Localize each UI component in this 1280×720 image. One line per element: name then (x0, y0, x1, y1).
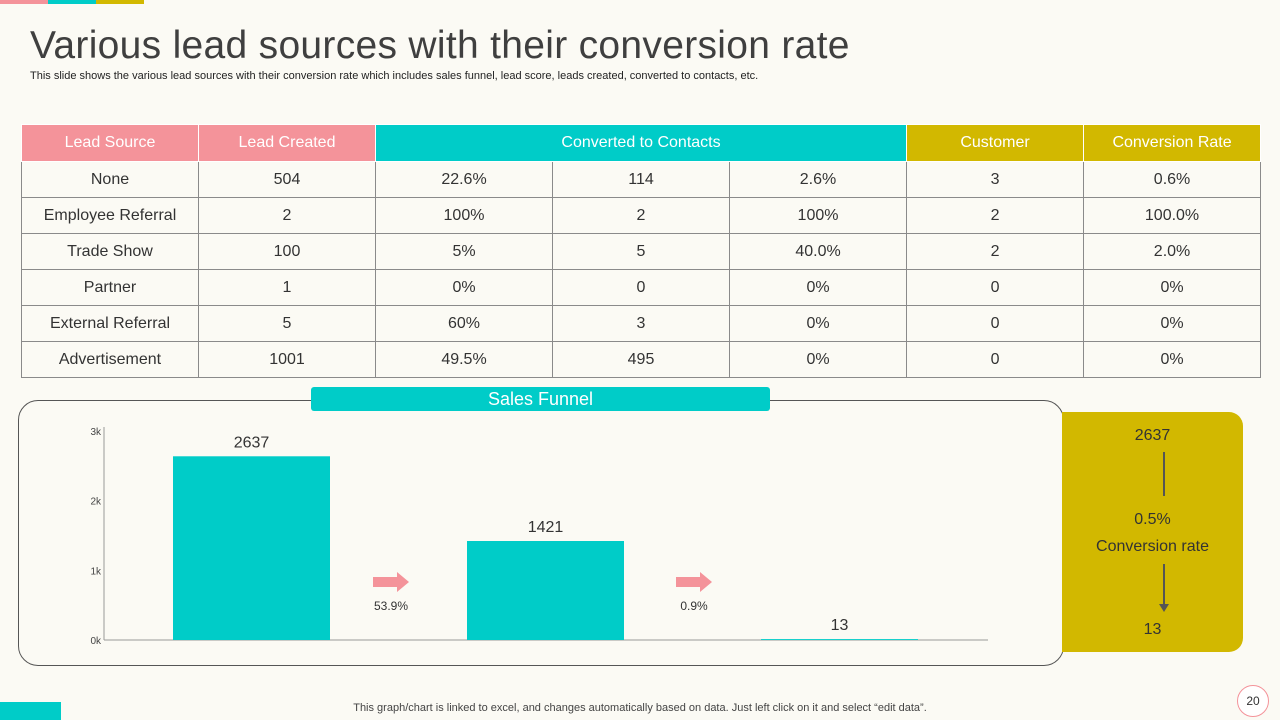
header-converted-to-contacts: Converted to Contacts (374, 124, 908, 162)
table-cell: 0 (906, 305, 1085, 342)
y-tick-label: 1k (90, 566, 102, 577)
table-cell: 5% (375, 233, 553, 270)
step-arrow-icon (676, 572, 712, 592)
summary-down-arrow-icon (1159, 604, 1169, 612)
header-lead-created: Lead Created (198, 124, 376, 162)
header-lead-source: Lead Source (21, 124, 199, 162)
table-row: Trade Show 100 5% 5 40.0% 2 2.0% (21, 233, 1262, 270)
table-cell: Partner (21, 269, 199, 306)
table-row: External Referral 5 60% 3 0% 0 0% (21, 305, 1262, 342)
accent-bar-pink (0, 0, 48, 4)
step-arrow-icon (373, 572, 409, 592)
funnel-bar (467, 541, 624, 640)
step-rate-label: 0.9% (680, 599, 708, 613)
table-cell: 0% (1083, 305, 1262, 342)
table-cell: 0% (728, 305, 908, 342)
slide-title: Various lead sources with their conversi… (30, 24, 850, 67)
table-cell: 0% (375, 269, 553, 306)
table-cell: 2.6% (728, 161, 908, 198)
y-tick-label: 2k (90, 497, 102, 508)
table-cell: 0.6% (1083, 161, 1262, 198)
funnel-bar (173, 456, 330, 640)
table-cell: 60% (375, 305, 553, 342)
summary-top-value: 2637 (1134, 427, 1171, 444)
summary-rate-value: 0.5% (1134, 511, 1171, 528)
corner-accent (0, 702, 61, 720)
sales-funnel-header: Sales Funnel (311, 387, 770, 411)
summary-rate-label: Conversion rate (1096, 538, 1209, 555)
table-cell: External Referral (21, 305, 199, 342)
y-tick-label: 0k (90, 636, 102, 647)
summary-arrow-line (1163, 564, 1165, 606)
y-tick-label: 3k (90, 427, 102, 438)
table-cell: 5 (198, 305, 376, 342)
table-cell: 2 (552, 197, 730, 234)
table-cell: 100% (375, 197, 553, 234)
table-header-row: Lead Source Lead Created Converted to Co… (21, 124, 1262, 162)
summary-connector-line (1163, 452, 1165, 496)
bar-data-label: 1421 (528, 519, 564, 536)
summary-bottom-value: 13 (1143, 621, 1162, 638)
table-cell: None (21, 161, 199, 198)
funnel-bar (761, 639, 918, 640)
table-cell: 2 (906, 233, 1085, 270)
table-cell: 100 (198, 233, 376, 270)
table-cell: 114 (552, 161, 730, 198)
table-cell: 2 (906, 197, 1085, 234)
bar-data-label: 2637 (234, 434, 270, 451)
table-cell: 0% (1083, 269, 1262, 306)
table-cell: 5 (552, 233, 730, 270)
page-number: 20 (1237, 685, 1269, 717)
table-row: Partner 1 0% 0 0% 0 0% (21, 269, 1262, 306)
header-customer: Customer (906, 124, 1085, 162)
table-cell: 2 (198, 197, 376, 234)
table-cell: 0 (552, 269, 730, 306)
table-cell: 49.5% (375, 341, 553, 378)
table-cell: 3 (906, 161, 1085, 198)
table-cell: Employee Referral (21, 197, 199, 234)
table-cell: 1 (198, 269, 376, 306)
table-cell: 0% (728, 269, 908, 306)
header-conversion-rate: Conversion Rate (1083, 124, 1262, 162)
table-body: None 504 22.6% 114 2.6% 3 0.6% Employee Referra… (21, 161, 1262, 378)
slide-subtitle: This slide shows the various lead source… (30, 70, 759, 82)
table-cell: 0 (906, 341, 1085, 378)
table-cell: Trade Show (21, 233, 199, 270)
table-cell: 0 (906, 269, 1085, 306)
accent-bar-olive (96, 0, 144, 4)
top-accent-bars (0, 0, 144, 4)
bar-data-label: 13 (831, 617, 849, 634)
table-row: None 504 22.6% 114 2.6% 3 0.6% (21, 161, 1262, 198)
table-row: Employee Referral 2 100% 2 100% 2 100.0% (21, 197, 1262, 234)
table-cell: 1001 (198, 341, 376, 378)
table-cell: 0% (1083, 341, 1262, 378)
table-cell: 100.0% (1083, 197, 1262, 234)
sales-funnel-chart: 0k 1k 2k 3k 2637 1421 13 53.9% 0.9% (90, 427, 988, 647)
accent-bar-teal (48, 0, 96, 4)
table-cell: 100% (728, 197, 908, 234)
footer-note: This graph/chart is linked to excel, and… (353, 702, 927, 714)
table-cell: 22.6% (375, 161, 553, 198)
table-cell: 0% (728, 341, 908, 378)
table-cell: 40.0% (728, 233, 908, 270)
step-rate-label: 53.9% (374, 599, 408, 613)
conversion-summary-box: 2637 0.5% Conversion rate 13 (1062, 412, 1243, 652)
table-cell: 2.0% (1083, 233, 1262, 270)
lead-sources-table: Lead Source Lead Created Converted to Co… (21, 124, 1262, 378)
table-row: Advertisement 1001 49.5% 495 0% 0 0% (21, 341, 1262, 378)
table-cell: 3 (552, 305, 730, 342)
table-cell: 504 (198, 161, 376, 198)
table-cell: Advertisement (21, 341, 199, 378)
table-cell: 495 (552, 341, 730, 378)
